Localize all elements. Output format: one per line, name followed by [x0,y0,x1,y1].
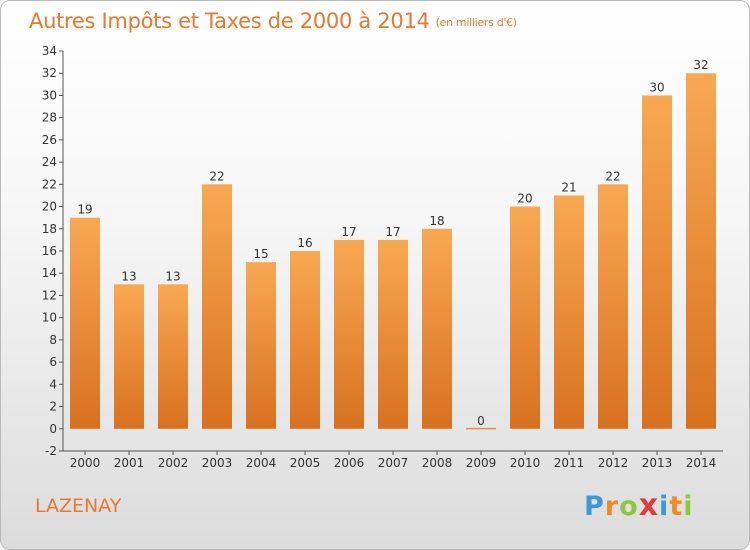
y-tick-label: 30 [42,88,57,102]
x-tick-label-2014: 2014 [686,456,717,470]
y-tick-label: 6 [49,355,57,369]
logo-letter: i [659,491,670,522]
data-label-2012: 22 [605,169,620,183]
bar-2001 [114,284,144,429]
y-tick-label: 26 [42,133,57,147]
y-tick-label: 32 [42,66,57,80]
bar-2002 [158,284,188,429]
x-tick-label-2000: 2000 [70,456,101,470]
chart-x-tick-labels: 2000 2001 2002 2003 2004 2005 2006 2007 2008 2009… [70,456,717,470]
data-label-2002: 13 [165,269,180,283]
x-tick-label-2004: 2004 [246,456,277,470]
y-tick-label: 0 [49,422,57,436]
data-label-2011: 21 [561,180,576,194]
data-label-2007: 17 [385,225,400,239]
y-tick-label: 16 [42,244,57,258]
y-tick-label: 28 [42,111,57,125]
y-tick-label: 10 [42,311,57,325]
chart-axes [59,50,723,455]
x-tick-label-2006: 2006 [334,456,365,470]
data-label-2008: 18 [429,214,444,228]
bar-2007 [378,239,408,429]
logo-letter: r [604,491,620,522]
bar-2005 [290,251,320,429]
commune-name: LAZENAY [35,495,122,517]
logo-letter: x [638,488,660,523]
x-tick-label-2012: 2012 [598,456,629,470]
x-tick-label-2002: 2002 [158,456,189,470]
y-tick-label: 20 [42,200,57,214]
bar-2012 [598,184,628,429]
bar-2013 [642,95,672,429]
y-tick-label: 34 [42,44,57,58]
y-tick-label: 22 [42,177,57,191]
y-tick-label: 4 [49,377,57,391]
x-tick-label-2010: 2010 [510,456,541,470]
data-label-2010: 20 [517,192,532,206]
data-label-2014: 32 [693,58,708,72]
bar-2009 [466,427,496,430]
x-tick-label-2003: 2003 [202,456,233,470]
y-tick-label: 24 [42,155,57,169]
bar-2004 [246,262,276,429]
data-label-2000: 19 [77,203,92,217]
y-tick-label: 14 [42,266,57,280]
data-label-2009: 0 [477,414,485,428]
bar-2014 [686,73,716,429]
chart-title: Autres Impôts et Taxes de 2000 à 2014 (en… [29,9,517,33]
x-tick-label-2011: 2011 [554,456,585,470]
y-tick-label: 18 [42,222,57,236]
chart-data-labels: 19 13 13 22 15 16 17 17 18 0 20 21 22 30 32 [77,58,708,428]
bar-2008 [422,228,452,429]
y-tick-label: 12 [42,288,57,302]
chart-title-text: Autres Impôts et Taxes de 2000 à 2014 [29,9,430,33]
data-label-2004: 15 [253,247,268,261]
chart-unit: (en milliers d'€) [435,16,517,29]
logo-letter: P [584,491,605,522]
data-label-2001: 13 [121,269,136,283]
chart-bars [70,73,716,430]
bar-2011 [554,195,584,429]
y-tick-label: 8 [49,333,57,347]
proxiti-logo: Proxiti [584,488,694,523]
logo-letter: i [683,491,694,522]
data-label-2013: 30 [649,80,664,94]
y-tick-label: -2 [45,444,57,458]
x-tick-label-2005: 2005 [290,456,321,470]
x-tick-label-2008: 2008 [422,456,453,470]
bar-2000 [70,217,100,429]
logo-letter: t [669,491,684,522]
bar-2003 [202,184,232,429]
bar-2010 [510,206,540,429]
data-label-2006: 17 [341,225,356,239]
x-tick-label-2007: 2007 [378,456,409,470]
logo-letter: o [619,491,639,522]
data-label-2005: 16 [297,236,312,250]
x-tick-label-2001: 2001 [114,456,145,470]
x-tick-label-2009: 2009 [466,456,497,470]
bar-2006 [334,239,364,429]
x-tick-label-2013: 2013 [642,456,673,470]
y-tick-label: 2 [49,400,57,414]
data-label-2003: 22 [209,169,224,183]
